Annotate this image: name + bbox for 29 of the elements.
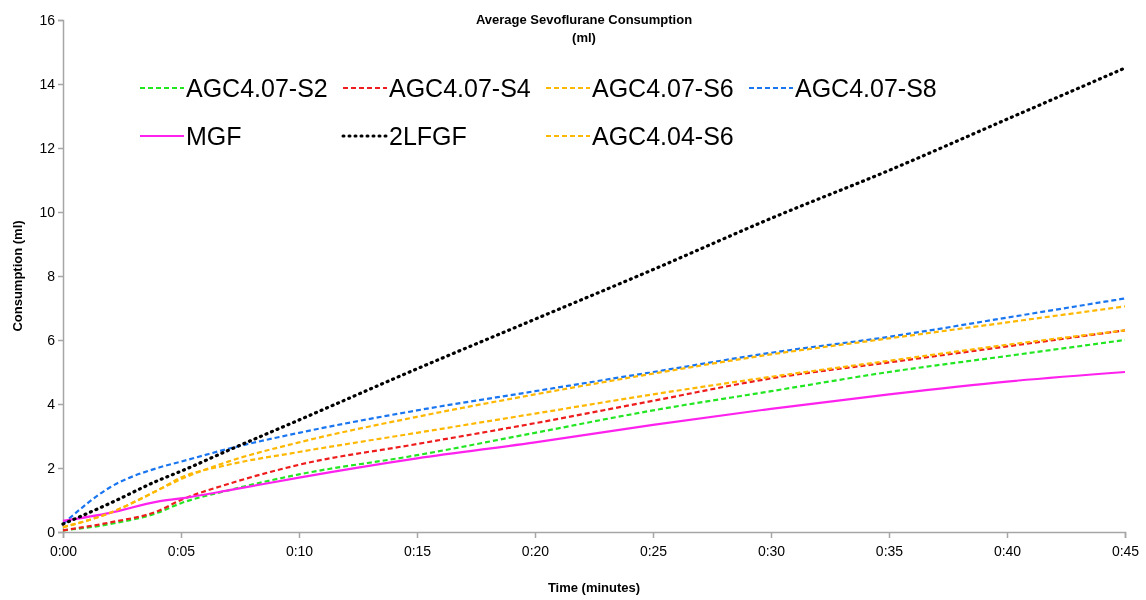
x-tick-label: 0:35 <box>875 543 904 560</box>
y-axis-title: Consumption (ml) <box>10 220 25 332</box>
y-tick-label: 10 <box>39 203 56 220</box>
legend-label: AGC4.07-S6 <box>592 73 734 102</box>
x-axis-title: Time (minutes) <box>547 580 641 595</box>
x-tick-label: 0:40 <box>993 543 1022 560</box>
y-tick-label: 2 <box>47 459 56 476</box>
chart-title: Average Sevoflurane Consumption (ml) <box>475 12 693 45</box>
x-tick-label: 0:15 <box>403 543 432 560</box>
legend-label: 2LFGF <box>389 121 467 150</box>
y-tick-label: 14 <box>39 75 56 92</box>
legend-label: AGC4.07-S4 <box>389 73 531 102</box>
x-tick-label: 0:20 <box>521 543 550 560</box>
x-tick-label: 0:00 <box>49 543 78 560</box>
legend-label: AGC4.07-S8 <box>795 73 937 102</box>
y-tick-label: 4 <box>47 395 56 412</box>
x-tick-label: 0:25 <box>639 543 668 560</box>
x-tick-label: 0:05 <box>167 543 196 560</box>
y-tick-label: 8 <box>47 267 56 284</box>
y-tick-label: 6 <box>47 331 56 348</box>
y-tick-label: 16 <box>39 11 56 28</box>
x-tick-label: 0:10 <box>285 543 314 560</box>
x-tick-label: 0:45 <box>1111 543 1140 560</box>
x-tick-label: 0:30 <box>757 543 786 560</box>
y-tick-label: 0 <box>47 523 56 540</box>
y-tick-label: 12 <box>39 139 56 156</box>
legend-label: AGC4.04-S6 <box>592 121 734 150</box>
legend-label: MGF <box>186 121 242 150</box>
legend-label: AGC4.07-S2 <box>186 73 328 102</box>
